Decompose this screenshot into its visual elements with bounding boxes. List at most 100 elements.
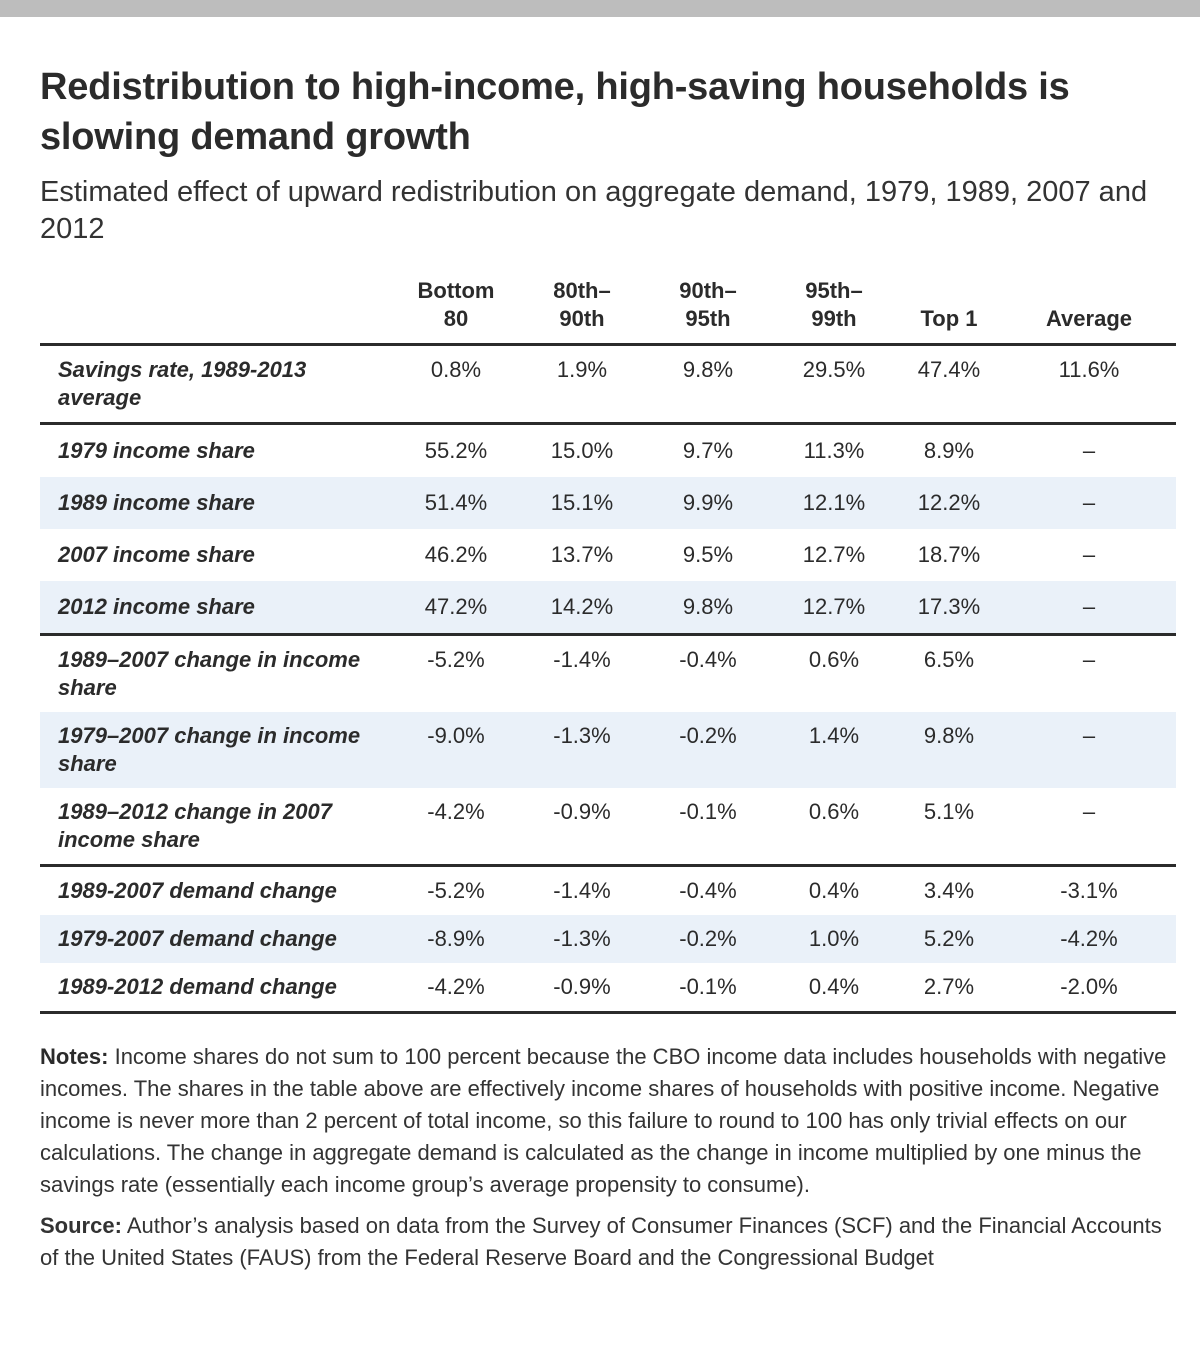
table-cell: -8.9% [427,926,485,951]
table-cell: -0.4% [679,647,737,672]
table-cell: 12.1% [802,490,866,515]
table-cell: 17.3% [917,594,981,619]
table-cell: – [1082,594,1096,619]
source-label: Source: [40,1213,122,1238]
table-cell: 9.5% [682,542,734,567]
table-cell: 5.2% [923,926,975,951]
table-cell: – [1082,799,1096,824]
table-cell: 9.7% [682,438,734,463]
table-cell: 13.7% [550,542,614,567]
row-label: 1989–2012 change in 2007 income share [58,799,332,852]
table-cell: 1.4% [808,723,860,748]
table-cell: 18.7% [917,542,981,567]
row-label: 1989-2012 demand change [58,974,337,999]
table-cell: -5.2% [427,878,485,903]
row-label: 2007 income share [58,542,255,567]
header-cell: 80th–90th [553,278,611,331]
source-paragraph: Source: Author’s analysis based on data … [40,1210,1176,1274]
table-cell: -0.1% [679,974,737,999]
table-cell: -0.2% [679,926,737,951]
table-cell: 12.7% [802,594,866,619]
table-row: 1989 income share 51.4% 15.1% 9.9% 12.1%… [40,477,1176,529]
table-cell: 2.7% [923,974,975,999]
row-label: 2012 income share [58,594,255,619]
header-cell: Bottom 80 [417,278,495,331]
table-cell: -2.0% [1060,974,1118,999]
header-cell: 95th–99th [805,278,863,331]
table-cell: – [1082,542,1096,567]
table-cell: 12.2% [917,490,981,515]
row-label: Savings rate, 1989-2013 average [58,357,307,410]
table-cell: -0.9% [553,799,611,824]
table-cell: -0.9% [553,974,611,999]
table-cell: 0.6% [808,647,860,672]
header-cell-empty [40,277,392,345]
table-cell: 9.8% [682,594,734,619]
table-row: 1989-2007 demand change -5.2% -1.4% -0.4… [40,866,1176,916]
table-cell: 0.6% [808,799,860,824]
table-row: 1989–2007 change in income share -5.2% -… [40,635,1176,713]
page-subtitle: Estimated effect of upward redistributio… [40,176,1148,245]
table-cell: -0.4% [679,878,737,903]
table-cell: 5.1% [923,799,975,824]
source-text: Author’s analysis based on data from the… [40,1213,1162,1270]
notes-label: Notes: [40,1044,109,1069]
table-cell: 0.8% [430,357,482,382]
table-cell: – [1082,647,1096,672]
table-cell: 11.3% [803,438,865,463]
table-cell: -4.2% [1060,926,1118,951]
row-label: 1989 income share [58,490,255,515]
table-cell: 15.0% [550,438,614,463]
table-cell: 47.2% [424,594,488,619]
table-header-row: Bottom 80 80th–90th 90th–95th 95th–99th … [40,277,1176,345]
table-cell: -1.3% [553,723,611,748]
row-label: 1979–2007 change in income share [58,723,361,776]
table-cell: 0.4% [808,974,860,999]
row-label: 1979-2007 demand change [58,926,337,951]
header-cell: 90th–95th [679,278,737,331]
table-cell: 11.6% [1058,357,1120,382]
table-row: 1989–2012 change in 2007 income share -4… [40,788,1176,866]
table-row: 2007 income share 46.2% 13.7% 9.5% 12.7%… [40,529,1176,581]
table-cell: -1.3% [553,926,611,951]
table-cell: 1.0% [808,926,860,951]
table-row: 1979–2007 change in income share -9.0% -… [40,712,1176,788]
table-cell: 14.2% [550,594,614,619]
table-cell: – [1082,438,1096,463]
header-cell: Top 1 [920,306,978,331]
table-cell: -1.4% [553,878,611,903]
document-content: Redistribution to high-income, high-savi… [40,62,1176,1274]
table-cell: 9.8% [923,723,975,748]
data-table: Bottom 80 80th–90th 90th–95th 95th–99th … [40,277,1176,1014]
notes-paragraph: Notes: Income shares do not sum to 100 p… [40,1041,1176,1201]
notes-text: Income shares do not sum to 100 percent … [40,1044,1167,1197]
table-cell: -5.2% [427,647,485,672]
table-row: 1989-2012 demand change -4.2% -0.9% -0.1… [40,963,1176,1013]
table-row: 1979 income share 55.2% 15.0% 9.7% 11.3%… [40,424,1176,478]
page-title: Redistribution to high-income, high-savi… [40,66,1070,158]
table-row: 1979-2007 demand change -8.9% -1.3% -0.2… [40,915,1176,963]
table-cell: -9.0% [427,723,485,748]
table-cell: -3.1% [1060,878,1118,903]
table-cell: 1.9% [556,357,608,382]
table-cell: -1.4% [553,647,611,672]
table-cell: 51.4% [424,490,488,515]
table-row: Savings rate, 1989-2013 average 0.8% 1.9… [40,345,1176,424]
table-cell: – [1082,723,1096,748]
table-cell: 6.5% [923,647,975,672]
table-cell: 47.4% [917,357,981,382]
table-cell: 15.1% [550,490,614,515]
table-cell: 8.9% [923,438,975,463]
table-cell: 3.4% [923,878,975,903]
table-cell: 46.2% [424,542,488,567]
table-cell: 12.7% [802,542,866,567]
table-cell: 0.4% [808,878,860,903]
row-label: 1979 income share [58,438,255,463]
table-cell: 55.2% [424,438,488,463]
table-cell: 9.8% [682,357,734,382]
table-cell: – [1082,490,1096,515]
row-label: 1989-2007 demand change [58,878,337,903]
table-cell: -0.1% [679,799,737,824]
table-cell: 29.5% [802,357,866,382]
table-cell: -4.2% [427,974,485,999]
